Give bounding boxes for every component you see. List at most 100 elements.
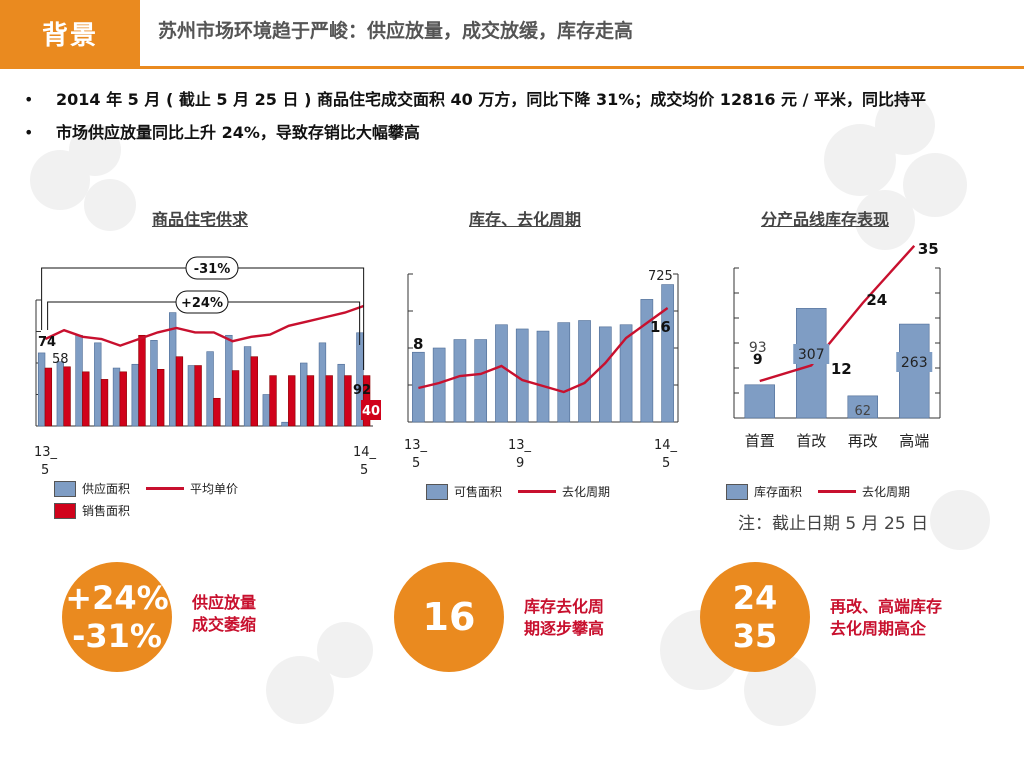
supply-bar (75, 334, 83, 427)
summary-value: 35 (732, 617, 778, 655)
sales-bar (344, 375, 352, 427)
legend-label: 可售面积 (454, 485, 503, 499)
legend-label: 平均单价 (190, 482, 239, 496)
legend-line (146, 487, 185, 490)
supply-bar (94, 342, 102, 427)
price-line (44, 304, 365, 347)
summary-label-line: 成交萎缩 (192, 615, 257, 634)
bar-value-box (793, 344, 830, 364)
supply-bar (112, 367, 121, 427)
supply-bar (206, 351, 214, 427)
summary-label-product: 再改、高端库存 去化周期高企 (830, 596, 942, 640)
summary-label-line: 期逐步攀高 (524, 619, 605, 638)
sales-bar (288, 375, 296, 427)
legend-line (518, 490, 557, 493)
bar-value-label: 307 (798, 347, 825, 363)
data-label: 92 (353, 383, 371, 398)
inventory-bar (744, 384, 775, 419)
page-title: 苏州市场环境趋于严峻：供应放量，成交放缓，库存走高 (158, 20, 634, 42)
summary-value: +24% (65, 579, 169, 617)
supply-bar (225, 334, 233, 427)
sales-bar (82, 371, 90, 427)
sales-bar (269, 375, 277, 427)
inventory-bar (661, 284, 674, 423)
chart2-legend: 可售面积 去化周期 (426, 483, 610, 500)
x-tick-label: 14_ (353, 445, 377, 460)
inventory-bar (474, 339, 488, 423)
sales-bar (213, 397, 221, 427)
summary-label-line: 去化周期高企 (830, 619, 927, 638)
chart3-legend: 库存面积 去化周期 (726, 483, 910, 500)
bullet-text: 市场供应放量同比上升 24%，导致存销比大幅攀高 (56, 123, 420, 142)
data-label: 725 (648, 269, 673, 284)
chart-product-line: 首置 首改 再改 高端 93 307 62 263 9 12 24 35 (733, 240, 941, 450)
bar-value-box (896, 352, 933, 372)
line-value-label: 12 (831, 360, 852, 378)
inventory-bar (536, 330, 550, 423)
x-tick-label: 5 (412, 456, 420, 471)
inventory-bar (495, 324, 508, 423)
x-tick-label: 首置 (745, 432, 775, 450)
chart3-title: 分产品线库存表现 (760, 210, 889, 229)
inventory-bar (515, 328, 529, 423)
chart2-title: 库存、去化周期 (468, 210, 581, 229)
legend-swatch (54, 502, 76, 519)
data-label: 40 (362, 404, 380, 419)
bullet-item: • 2014 年 5 月 ( 截止 5 月 25 日 ) 商品住宅成交面积 40… (24, 88, 984, 111)
sales-bar (231, 370, 240, 427)
x-tick-label: 9 (516, 456, 524, 471)
header-rule (0, 66, 1024, 69)
chart-supply-demand: -31% +24% 74 58 92 40 13_ 5 14_ 5 (34, 256, 381, 478)
bar-value-label: 62 (854, 404, 871, 419)
summary-value: 24 (732, 579, 778, 617)
legend-label: 去化周期 (562, 485, 611, 499)
supply-bar (318, 342, 327, 427)
line-value-label: 35 (918, 240, 939, 258)
bar-value-label: 263 (901, 355, 928, 371)
sales-bar (250, 356, 258, 427)
summary-circle-supply: +24% -31% (62, 562, 172, 672)
legend-swatch (54, 480, 76, 497)
bullet-dot: • (24, 123, 34, 142)
inventory-bar (578, 320, 591, 423)
cycle-line (759, 244, 916, 383)
x-tick-label: 5 (360, 463, 368, 478)
annotation-label: +24% (181, 296, 223, 311)
bullet-text: 2014 年 5 月 ( 截止 5 月 25 日 ) 商品住宅成交面积 40 万… (56, 90, 927, 109)
chart-inventory-cycle: 725 8 16 13_ 5 13_ 9 14_ 5 (404, 269, 679, 471)
x-tick-label: 再改 (848, 432, 878, 450)
legend-swatch (726, 483, 748, 500)
data-label: 16 (650, 318, 671, 336)
summary-circle-product: 24 35 (700, 562, 810, 672)
sales-bar (194, 365, 202, 427)
data-label: 58 (52, 352, 69, 367)
supply-bar (187, 365, 196, 427)
sales-bar (306, 375, 315, 427)
summary-value: 16 (422, 595, 476, 639)
data-label-box (361, 400, 381, 420)
bullet-item: • 市场供应放量同比上升 24%，导致存销比大幅攀高 (24, 121, 984, 144)
inventory-bar (619, 324, 633, 423)
data-label: 8 (413, 335, 423, 353)
inventory-bar (598, 326, 612, 423)
x-tick-label: 高端 (899, 432, 929, 450)
bullet-dot: • (24, 90, 34, 109)
annotation-badge (175, 290, 229, 314)
legend-label: 供应面积 (82, 482, 131, 496)
legend-label: 去化周期 (862, 485, 911, 499)
summary-label-line: 再改、高端库存 (830, 597, 943, 616)
inventory-bar (847, 395, 878, 419)
annotation-label: -31% (194, 262, 231, 277)
supply-bar (56, 361, 65, 427)
summary-label-line: 供应放量 (192, 593, 257, 612)
sales-bar (63, 366, 71, 427)
data-label: 74 (38, 335, 56, 350)
summary-label-line: 库存去化周 (524, 597, 605, 616)
x-tick-label: 13_ (508, 438, 532, 453)
chart1-legend-row2: 销售面积 (54, 502, 130, 519)
inventory-bar (640, 299, 654, 423)
x-tick-label: 5 (41, 463, 49, 478)
supply-bar (131, 363, 139, 427)
supply-bar (37, 352, 46, 427)
legend-label: 销售面积 (82, 504, 131, 518)
